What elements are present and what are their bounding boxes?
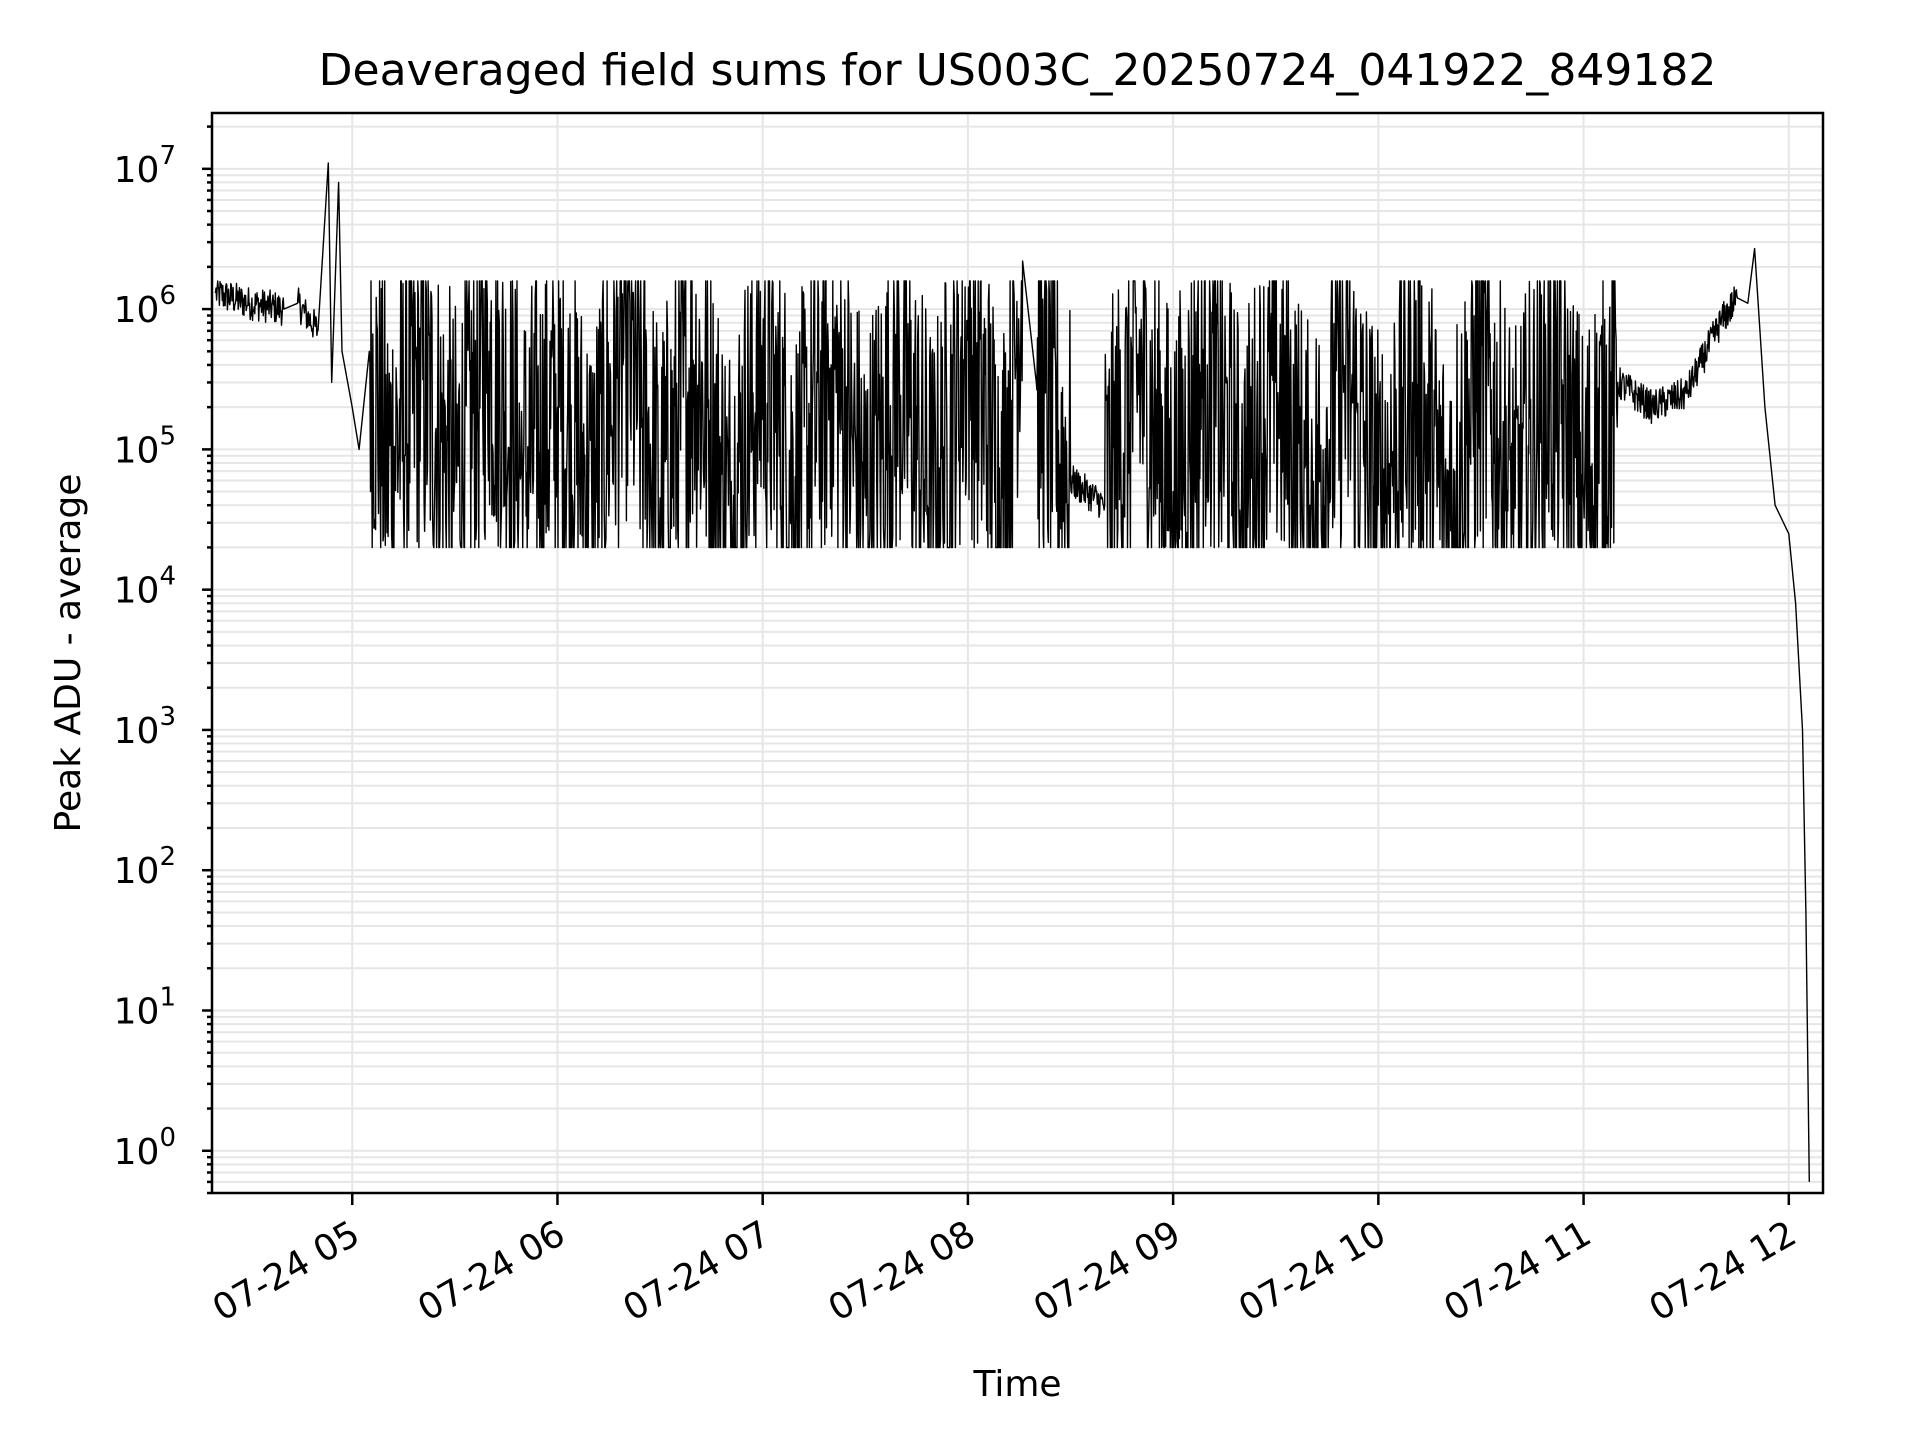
y-tick-label: 106 bbox=[114, 281, 176, 331]
plot-frame bbox=[210, 111, 1825, 1195]
y-tick-exponent: 7 bbox=[159, 141, 176, 171]
y-tick-exponent: 1 bbox=[159, 982, 176, 1012]
y-tick-exponent: 6 bbox=[159, 281, 176, 311]
y-tick-exponent: 2 bbox=[159, 842, 176, 872]
y-tick-label: 107 bbox=[114, 141, 176, 191]
y-tick-exponent: 4 bbox=[159, 562, 176, 592]
y-tick-base: 10 bbox=[114, 851, 160, 892]
y-tick-label: 102 bbox=[114, 842, 176, 892]
y-tick-base: 10 bbox=[114, 571, 160, 612]
y-tick-base: 10 bbox=[114, 150, 160, 191]
y-tick-base: 10 bbox=[114, 991, 160, 1032]
y-tick-exponent: 5 bbox=[159, 421, 176, 451]
series-layer bbox=[214, 162, 1810, 1182]
chart-title: Deaveraged field sums for US003C_2025072… bbox=[319, 45, 1717, 96]
y-axis-label: Peak ADU - average bbox=[48, 474, 89, 833]
y-tick-base: 10 bbox=[114, 290, 160, 331]
x-axis-label: Time bbox=[972, 1364, 1061, 1405]
y-tick-label: 105 bbox=[114, 421, 176, 471]
series-line-0 bbox=[214, 162, 1810, 1182]
y-tick-exponent: 0 bbox=[159, 1123, 176, 1153]
y-tick-exponent: 3 bbox=[159, 702, 176, 732]
y-tick-label: 101 bbox=[114, 982, 176, 1032]
y-tick-label: 104 bbox=[114, 562, 176, 612]
y-tick-base: 10 bbox=[114, 430, 160, 471]
y-tick-label: 103 bbox=[114, 702, 176, 752]
y-tick-base: 10 bbox=[114, 711, 160, 752]
y-tick-label: 100 bbox=[114, 1123, 176, 1173]
y-tick-base: 10 bbox=[114, 1132, 160, 1173]
